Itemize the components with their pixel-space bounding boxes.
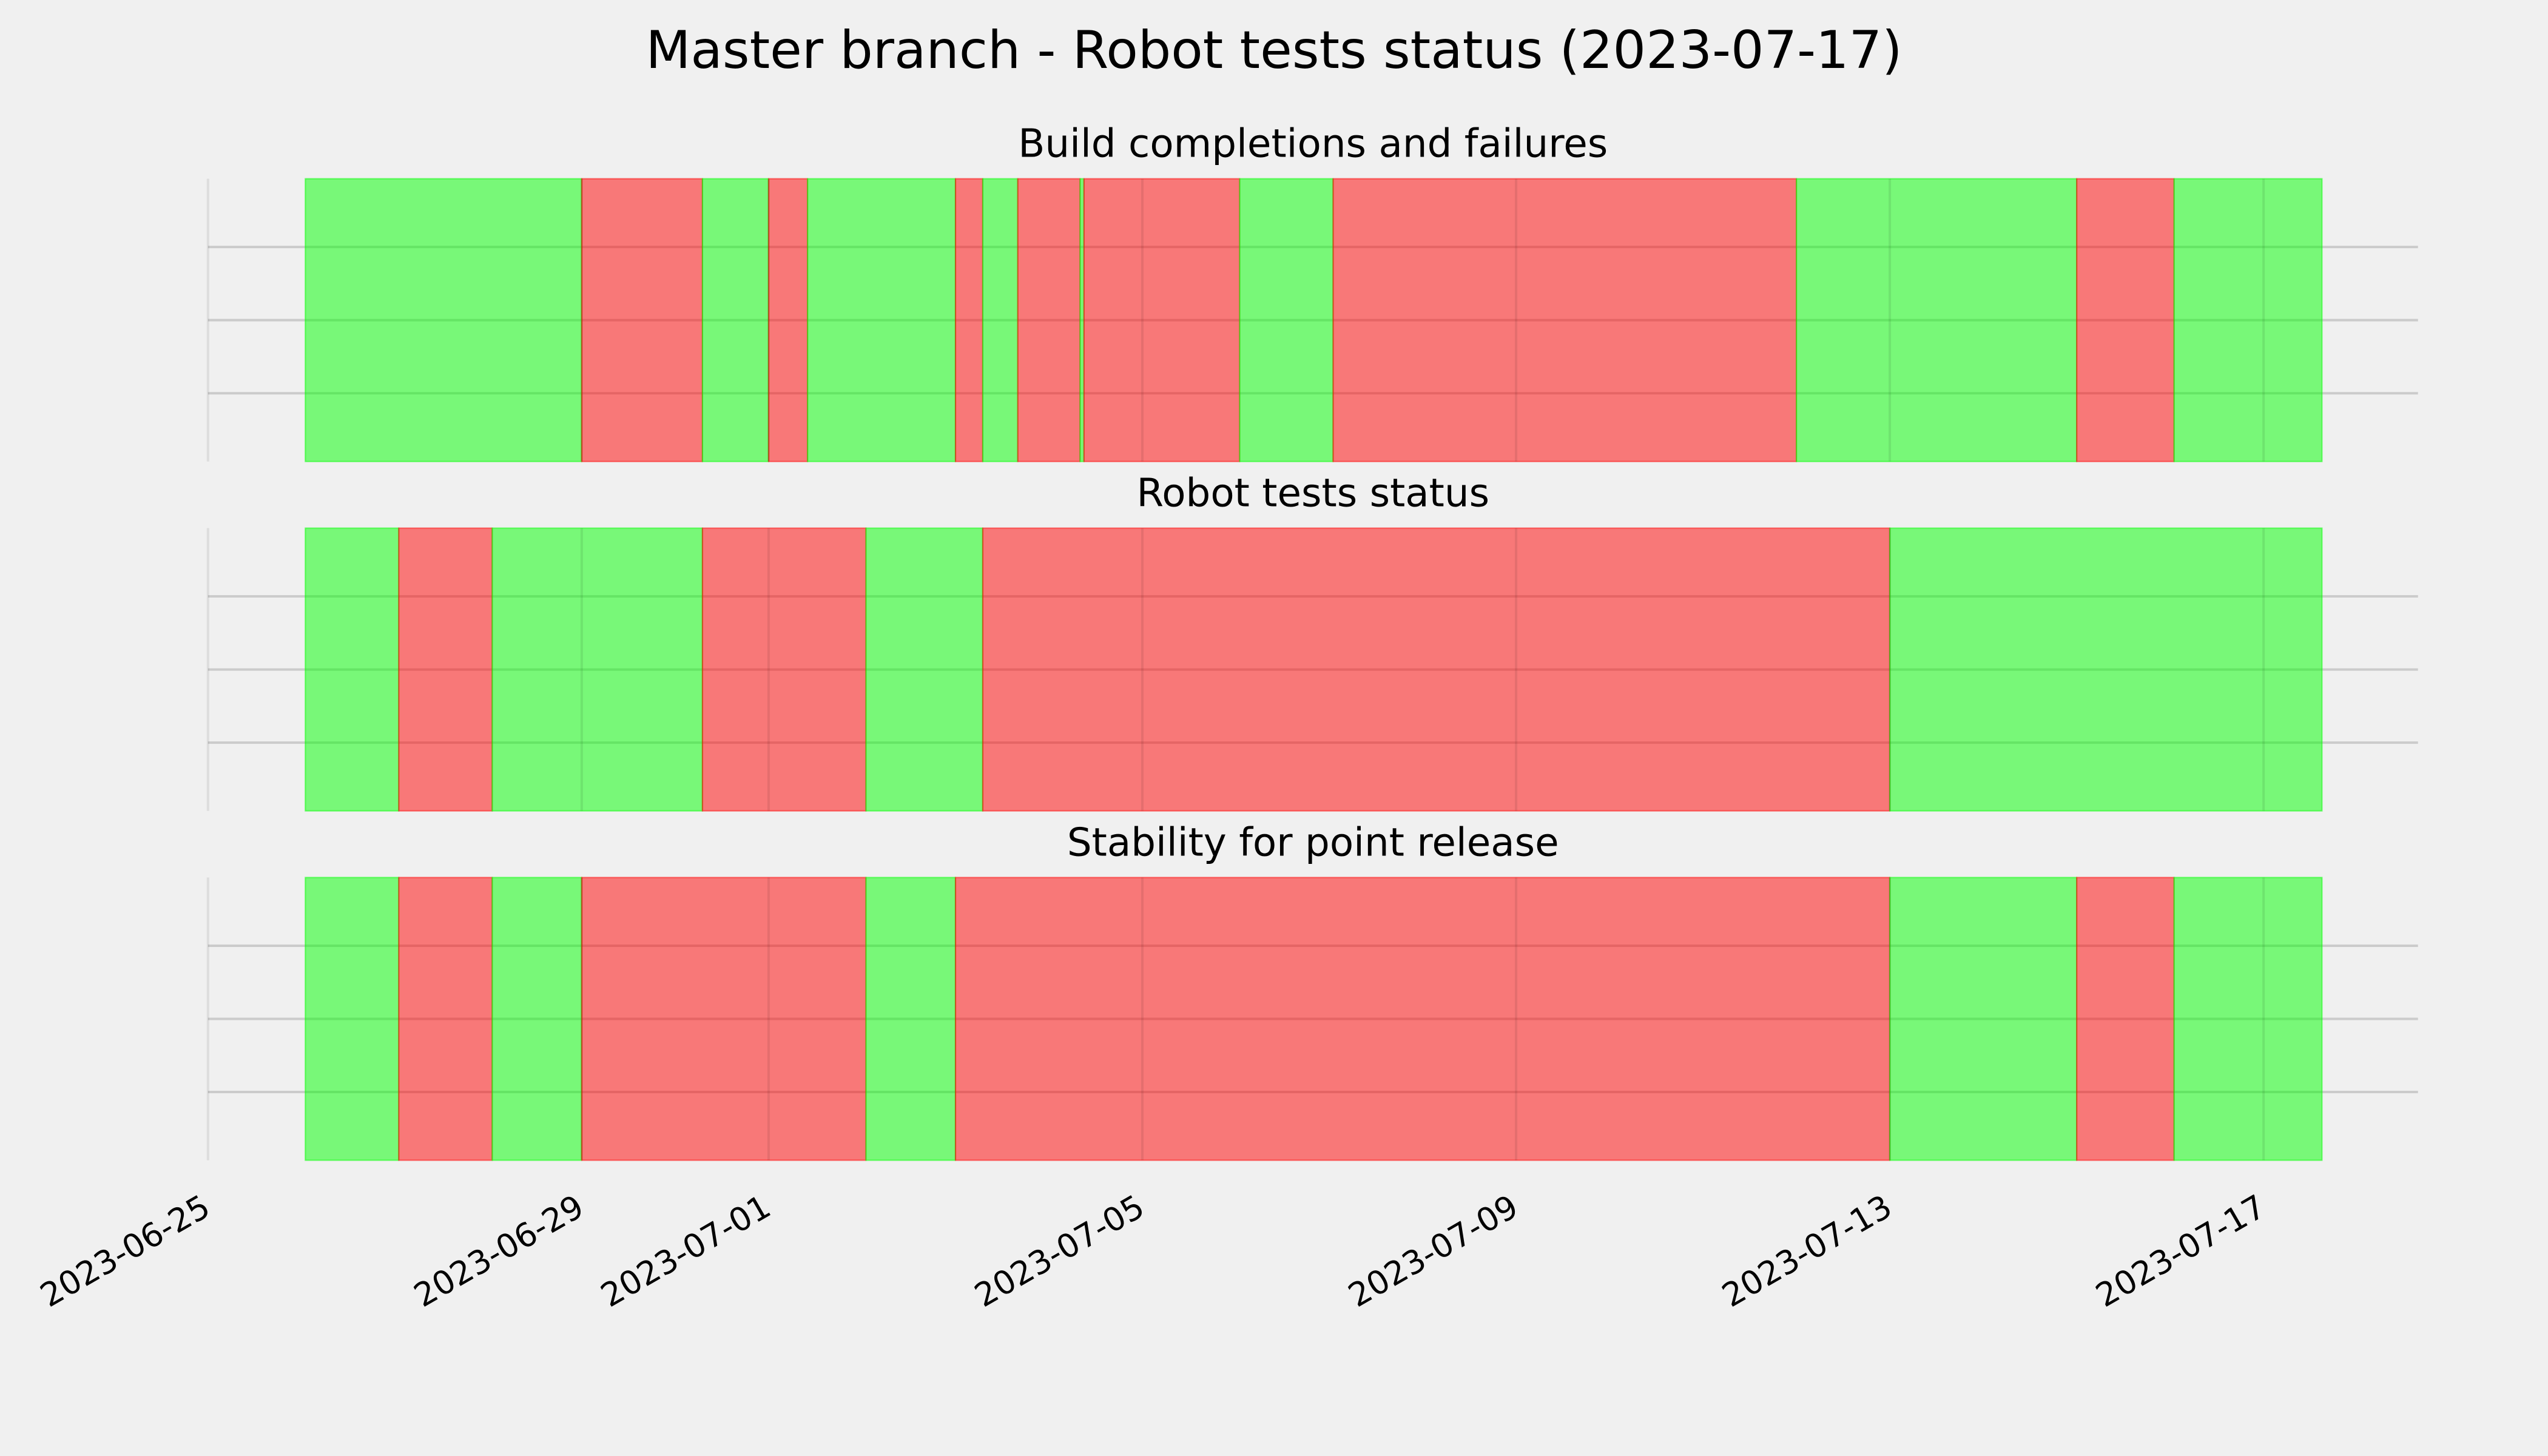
status-segment: [1332, 178, 1798, 462]
status-segment: [1796, 178, 2078, 462]
status-segment: [1889, 527, 2323, 812]
status-segment: [701, 527, 867, 812]
status-segment: [305, 178, 582, 462]
panel-title: Build completions and failures: [1018, 121, 1608, 167]
status-segment: [305, 527, 400, 812]
status-segment: [865, 877, 957, 1161]
status-segment: [954, 178, 983, 462]
status-segment: [865, 527, 983, 812]
chart-title: Master branch - Robot tests status (2023…: [645, 20, 1902, 81]
status-segment: [1889, 877, 2078, 1161]
status-segment: [491, 877, 582, 1161]
status-segment: [581, 877, 867, 1161]
status-segment: [491, 527, 703, 812]
panel-title: Stability for point release: [1067, 820, 1559, 865]
panel-title: Robot tests status: [1136, 471, 1489, 516]
status-segment: [581, 178, 703, 462]
status-segment: [767, 178, 809, 462]
status-segment: [1017, 178, 1081, 462]
status-segment: [807, 178, 957, 462]
status-segment: [305, 877, 400, 1161]
status-segment: [2076, 877, 2175, 1161]
status-segment: [2173, 178, 2323, 462]
status-segment: [954, 877, 1891, 1161]
status-segment: [982, 178, 1019, 462]
status-segment: [2076, 178, 2175, 462]
status-segment: [982, 527, 1891, 812]
status-segment: [2173, 877, 2323, 1161]
status-segment: [701, 178, 770, 462]
status-segment: [1083, 178, 1241, 462]
status-segment: [398, 527, 493, 812]
status-segment: [398, 877, 493, 1161]
status-segment: [1239, 178, 1334, 462]
